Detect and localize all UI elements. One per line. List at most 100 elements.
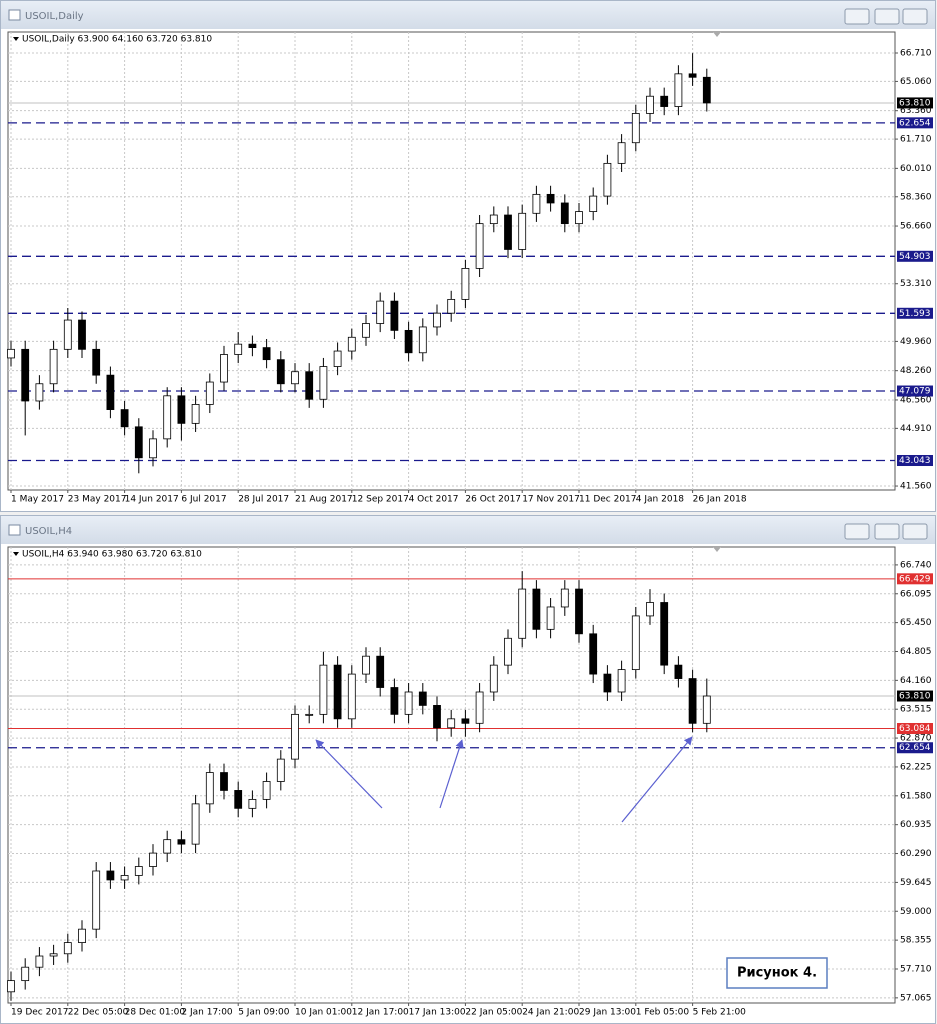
candle-body — [688, 73, 697, 78]
candle-body — [7, 980, 15, 993]
candle-body — [575, 211, 583, 225]
maximize-button[interactable] — [874, 523, 900, 540]
arrow — [315, 739, 383, 809]
x-tick-label: 10 Jan 01:00 — [295, 1008, 352, 1018]
candle-body — [333, 664, 342, 720]
candle-body — [546, 193, 555, 204]
window-icon — [8, 524, 21, 536]
y-tick-label: 57.710 — [900, 964, 932, 974]
y-tick-label: 65.060 — [900, 77, 932, 87]
candle-body — [63, 319, 72, 350]
x-tick-label: 23 May 2017 — [68, 495, 127, 505]
y-tick-label: 65.450 — [900, 618, 932, 628]
candle-body — [560, 588, 569, 608]
candle-body — [49, 348, 58, 385]
x-tick-label: 28 Jul 2017 — [238, 495, 289, 505]
y-tick-label: 44.910 — [900, 424, 932, 434]
y-tick-label: 59.000 — [900, 907, 932, 917]
candle-body — [35, 955, 44, 968]
candle-body — [276, 359, 285, 385]
candle-body — [78, 319, 86, 350]
level-label: 62.654 — [899, 118, 931, 128]
level-label-box — [897, 307, 933, 319]
x-tick-label: 5 Jan 09:00 — [238, 1008, 290, 1018]
level-label-box — [897, 690, 933, 702]
y-tick-label: 58.355 — [900, 936, 932, 946]
x-tick-label: 29 Jan 13:00 — [579, 1008, 636, 1018]
arrow — [439, 739, 464, 809]
x-tick-label: 6 Jul 2017 — [181, 495, 226, 505]
candle-body — [291, 713, 299, 760]
y-tick-label: 61.710 — [900, 135, 932, 145]
candle-body — [92, 348, 101, 376]
minimize-button[interactable] — [844, 523, 870, 540]
candle-body — [205, 772, 214, 805]
candle-body — [702, 76, 711, 104]
minimize-button[interactable] — [844, 8, 870, 25]
candle-body — [177, 839, 186, 845]
candle-body — [504, 214, 512, 250]
candle-body — [674, 664, 683, 679]
candle-body — [631, 615, 640, 671]
candle-body — [120, 409, 129, 428]
candle-body — [92, 870, 101, 930]
y-tick-label: 48.260 — [900, 366, 932, 376]
candle-body — [319, 664, 328, 715]
candle-body — [489, 214, 498, 225]
candle-body — [7, 348, 15, 359]
x-tick-label: 22 Jan 05:00 — [465, 1008, 522, 1018]
symbol-info: USOIL,H4 63.940 63.980 63.720 63.810 — [22, 550, 202, 560]
candle-body — [461, 268, 470, 300]
y-tick-label: 60.010 — [900, 164, 932, 174]
x-tick-label: 12 Jan 17:00 — [352, 1008, 409, 1018]
level-label: 63.810 — [899, 98, 931, 108]
x-tick-label: 17 Jan 13:00 — [409, 1008, 466, 1018]
candle-body — [475, 691, 484, 724]
candle-body — [404, 691, 413, 715]
candle-body — [674, 73, 683, 107]
candle-body — [149, 852, 157, 867]
candle-body — [234, 343, 243, 355]
candle-body — [163, 839, 172, 854]
candle-body — [433, 312, 441, 328]
candle-body — [532, 588, 541, 630]
x-tick-label: 24 Jan 21:00 — [522, 1008, 579, 1018]
candle-body — [461, 718, 470, 724]
x-tick-label: 26 Oct 2017 — [465, 495, 521, 505]
y-tick-label: 56.660 — [900, 222, 932, 232]
candle-body — [305, 371, 314, 400]
maximize-button[interactable] — [874, 8, 900, 25]
y-tick-label: 53.310 — [900, 279, 932, 289]
candle-body — [106, 870, 115, 881]
level-label-box — [897, 385, 933, 397]
y-tick-label: 41.560 — [900, 482, 932, 492]
candle-body — [447, 298, 456, 314]
x-tick-label: 17 Nov 2017 — [522, 495, 580, 505]
title-bar — [1, 516, 935, 544]
symbol-menu-arrow — [13, 37, 19, 41]
candle-body — [106, 374, 115, 410]
candle-body — [177, 395, 186, 424]
level-label-box — [897, 117, 933, 129]
candle-body — [333, 350, 342, 367]
close-button[interactable] — [902, 523, 928, 540]
close-button[interactable] — [902, 8, 928, 25]
candle-body — [631, 113, 640, 144]
chart-window: USOIL,H4 66.740 66.095 65.450 64.805 64.160 63… — [0, 515, 936, 1024]
candle-body — [220, 772, 228, 791]
y-tick-label: 62.870 — [900, 734, 932, 744]
candle-body — [447, 718, 456, 729]
x-tick-label: 5 Feb 21:00 — [693, 1008, 747, 1018]
x-tick-label: 14 Jun 2017 — [125, 495, 179, 505]
x-tick-label: 22 Dec 05:00 — [68, 1008, 129, 1018]
level-label: 62.654 — [899, 743, 931, 753]
candle-body — [376, 655, 385, 688]
y-tick-label: 62.225 — [900, 762, 932, 772]
candle-body — [617, 142, 626, 164]
candle-body — [702, 695, 711, 724]
candle-body — [589, 633, 598, 675]
candle-body — [504, 637, 512, 666]
candle-body — [163, 395, 172, 440]
candle-body — [560, 202, 569, 225]
candle-body — [418, 691, 427, 706]
